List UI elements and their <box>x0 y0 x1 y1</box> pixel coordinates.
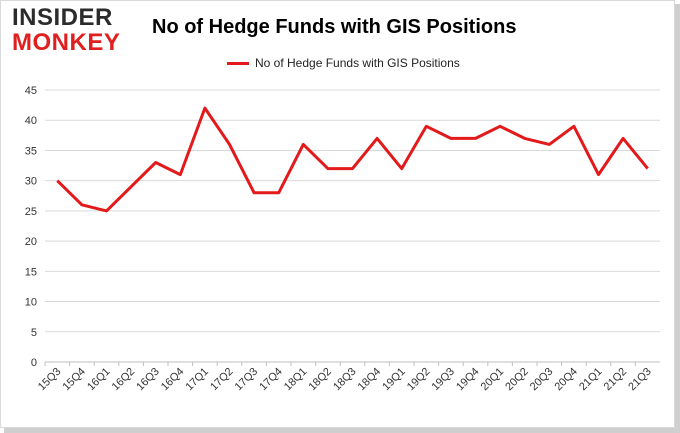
x-tick-label: 16Q3 <box>134 366 162 394</box>
x-tick-label: 15Q4 <box>60 366 88 394</box>
y-tick-label: 25 <box>25 206 37 218</box>
x-tick-label: 18Q4 <box>356 366 384 394</box>
x-tick-label: 17Q1 <box>183 366 211 394</box>
legend-label: No of Hedge Funds with GIS Positions <box>255 56 460 70</box>
x-tick-label: 17Q2 <box>208 366 236 394</box>
x-tick-label: 16Q4 <box>159 366 187 394</box>
x-tick-label: 20Q3 <box>528 366 556 394</box>
y-tick-label: 30 <box>25 176 37 188</box>
x-tick-label: 17Q3 <box>233 366 261 394</box>
y-tick-label: 0 <box>31 357 37 369</box>
x-tick-label: 16Q1 <box>85 366 113 394</box>
brand-line1: INSIDER <box>12 4 113 31</box>
x-tick-label: 21Q1 <box>577 366 605 394</box>
x-tick-label: 18Q2 <box>306 366 334 394</box>
x-axis-ticks: 15Q315Q416Q116Q216Q316Q417Q117Q217Q317Q4… <box>36 362 654 393</box>
x-tick-label: 18Q1 <box>282 366 310 394</box>
y-tick-label: 5 <box>31 327 37 339</box>
y-axis-ticks: 0 5 10 15 20 25 30 35 40 45 <box>25 85 37 369</box>
x-tick-label: 21Q2 <box>602 366 630 394</box>
y-tick-label: 45 <box>25 85 37 97</box>
y-tick-label: 15 <box>25 266 37 278</box>
y-tick-label: 20 <box>25 236 37 248</box>
x-tick-label: 18Q3 <box>331 366 359 394</box>
brand-logo: INSIDER MONKEY <box>12 6 120 55</box>
series-line <box>56 106 649 213</box>
y-tick-label: 10 <box>25 297 37 309</box>
x-tick-label: 17Q4 <box>257 366 285 394</box>
legend-swatch <box>227 61 249 65</box>
x-tick-label: 20Q4 <box>552 366 580 394</box>
x-tick-label: 20Q1 <box>479 366 507 394</box>
x-tick-label: 19Q1 <box>380 366 408 394</box>
chart-title: No of Hedge Funds with GIS Positions <box>152 16 517 38</box>
x-tick-label: 16Q2 <box>110 366 138 394</box>
brand-line2: MONKEY <box>12 29 121 56</box>
y-tick-label: 40 <box>25 115 37 127</box>
gridlines <box>45 89 660 333</box>
y-tick-label: 35 <box>25 145 37 157</box>
legend: No of Hedge Funds with GIS Positions <box>227 56 460 70</box>
x-tick-label: 19Q3 <box>429 366 457 394</box>
x-tick-label: 19Q4 <box>454 366 482 394</box>
x-tick-label: 21Q3 <box>626 366 654 394</box>
x-tick-label: 19Q2 <box>405 366 433 394</box>
x-tick-label: 15Q3 <box>36 366 64 394</box>
x-tick-label: 20Q2 <box>503 366 531 394</box>
